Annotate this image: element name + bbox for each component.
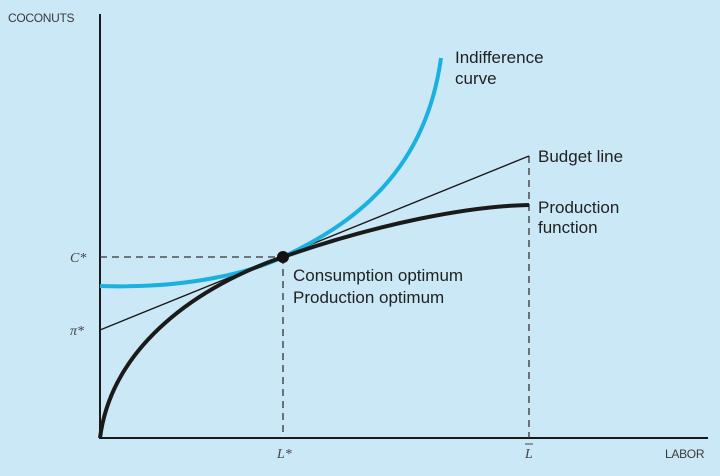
y-axis-title: COCONUTS	[8, 11, 75, 25]
x-axis-title: LABOR	[665, 447, 705, 461]
optimum-point	[277, 251, 289, 263]
pi-star-tick: π*	[70, 324, 84, 339]
indifference-curve-label: Indifference curve	[455, 48, 548, 88]
production-label-line-1: Production	[538, 198, 619, 217]
indifference-label-line-1: Indifference	[455, 48, 544, 67]
production-label-line-2: function	[538, 218, 598, 237]
consumption-optimum-label: Consumption optimum	[293, 266, 463, 285]
budget-line	[99, 155, 530, 331]
l-bar-tick: L	[524, 447, 533, 462]
production-function-label: Production function	[538, 198, 624, 237]
indifference-curve	[99, 57, 443, 289]
budget-line-label: Budget line	[538, 147, 623, 166]
c-star-tick: C*	[70, 251, 86, 266]
production-optimum-label: Production optimum	[293, 288, 444, 307]
l-star-tick: L*	[276, 447, 292, 462]
indifference-label-line-2: curve	[455, 69, 497, 88]
